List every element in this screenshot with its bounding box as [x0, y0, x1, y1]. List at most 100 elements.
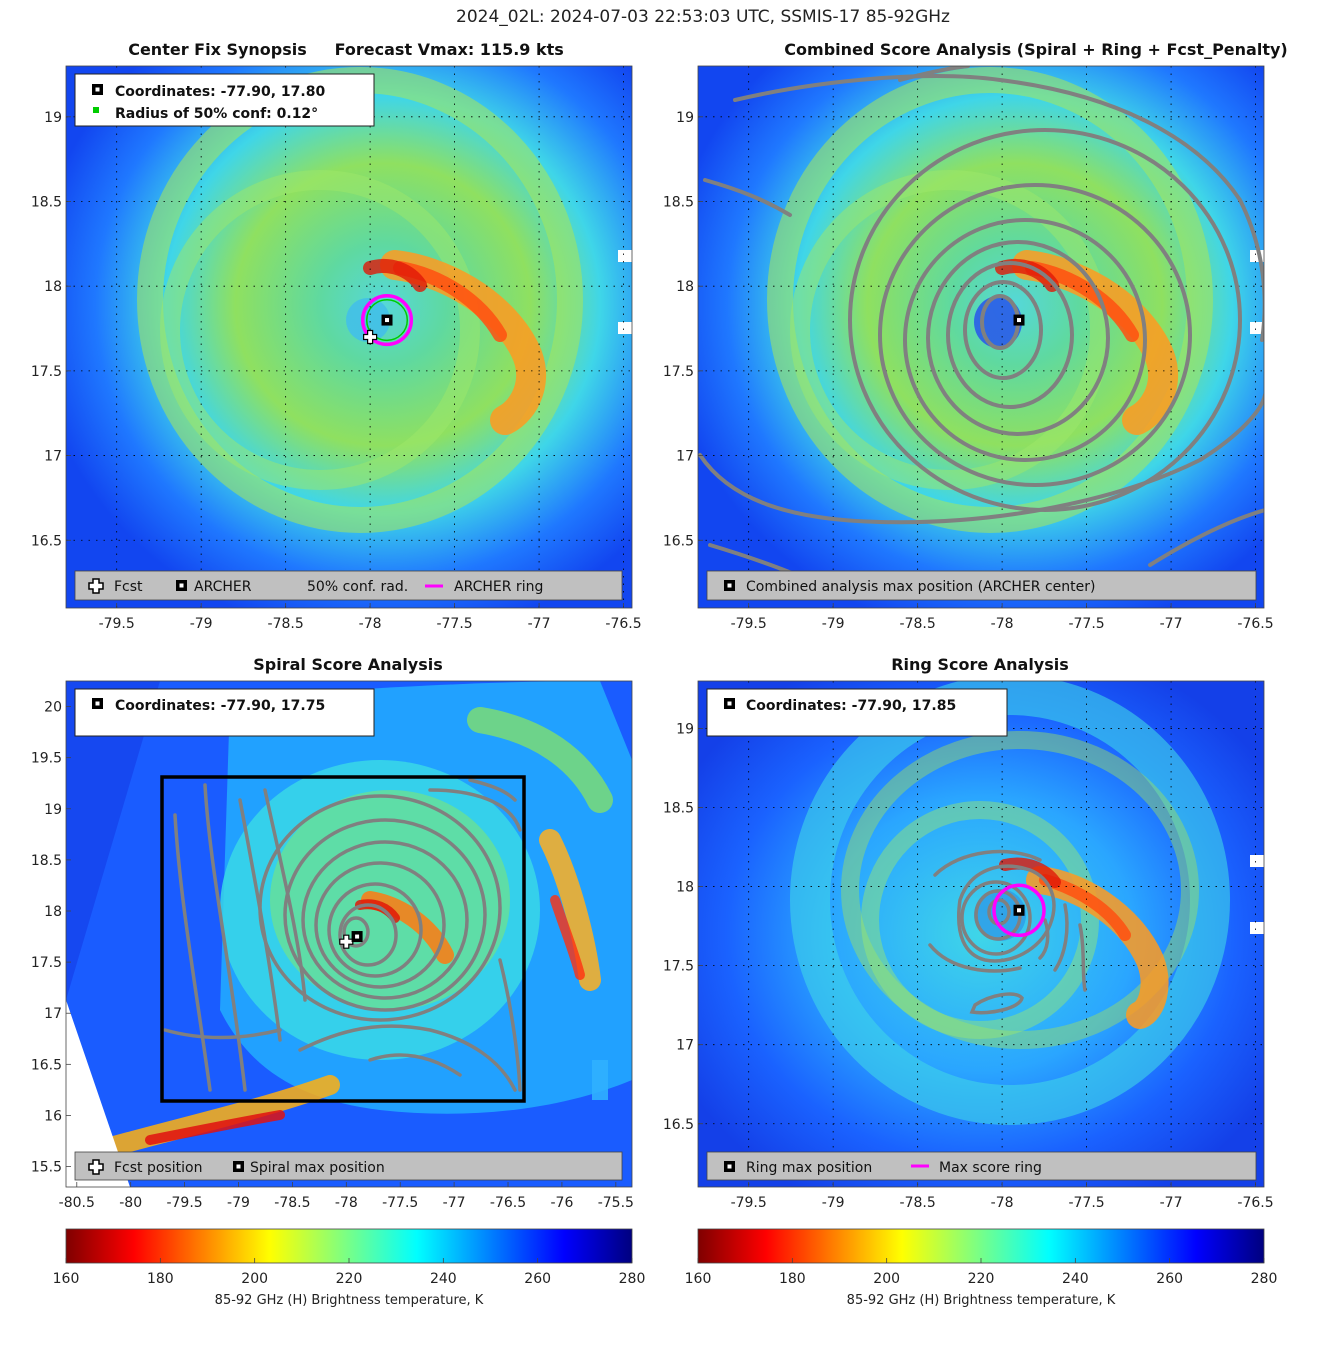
- max-score-ring: [992, 883, 1046, 938]
- colorbar-tick-label: 260: [1156, 1271, 1183, 1287]
- y-tick-label: 17.5: [31, 364, 62, 380]
- x-tick-label: -78: [991, 616, 1014, 632]
- y-tick-label: 20: [44, 700, 62, 716]
- y-tick-label: 16.5: [31, 533, 62, 549]
- axis-ticks: -79.5 -79 -78.5 -78 -77.5 -77 -76.5 16.5 17 17.5 1…: [663, 721, 1274, 1211]
- colorbar-tick-label: 280: [619, 1271, 646, 1287]
- contour: [173, 813, 212, 1092]
- panel-center-fix: Center Fix Synopsis Forecast Vmax: 115.9…: [31, 40, 642, 632]
- y-tick-label: 17.5: [663, 364, 694, 380]
- colorbar-tick-label: 260: [524, 1271, 551, 1287]
- y-tick-label: 16.5: [31, 1057, 62, 1073]
- colorbar: [697, 1228, 1265, 1264]
- conf-radius-icon: [93, 107, 99, 113]
- y-tick-label: 17.5: [31, 955, 62, 971]
- ring-score-contours: [928, 849, 1087, 1015]
- x-tick-label: -76.5: [1237, 1195, 1273, 1211]
- colorbar: [65, 1228, 633, 1264]
- analysis-box: [160, 775, 526, 1103]
- x-tick-label: -79: [822, 1195, 845, 1211]
- combined-score-contours: [698, 66, 1264, 592]
- colorbar-tick-label: 280: [1251, 1271, 1278, 1287]
- x-tick-label: -78: [991, 1195, 1014, 1211]
- center-marks: [339, 931, 363, 949]
- contour: [1148, 508, 1264, 567]
- x-tick-label: -79.5: [731, 1195, 767, 1211]
- y-tick-label: 19: [44, 802, 62, 818]
- y-tick-label: 17: [44, 449, 62, 465]
- x-tick-label: -79: [227, 1195, 250, 1211]
- y-tick-label: 17: [676, 449, 694, 465]
- x-tick-label: -77.5: [436, 616, 472, 632]
- colorbar-tick-label: 180: [147, 1271, 174, 1287]
- grid-lines: [698, 66, 1264, 608]
- x-tick-label: -79.5: [731, 616, 767, 632]
- x-tick-label: -77: [1160, 616, 1183, 632]
- center-marker-dot: [1017, 318, 1022, 323]
- x-tick-label: -78.5: [900, 1195, 936, 1211]
- contour: [301, 840, 469, 1000]
- contour: [163, 1028, 282, 1040]
- x-tick-label: -77.5: [1068, 1195, 1104, 1211]
- colorbar-tick-label: 160: [53, 1271, 80, 1287]
- legend-archer: ARCHER: [194, 579, 252, 595]
- center-marks: [992, 883, 1046, 938]
- colorbar-ticks: 160 180 200 220 240 260 280: [685, 1258, 1278, 1287]
- legend-fcst: Fcst: [114, 579, 143, 595]
- panel-title: Combined Score Analysis (Spiral + Ring +…: [784, 40, 1287, 59]
- contour: [1053, 903, 1069, 972]
- coordinates-text: Coordinates: -77.90, 17.80: [115, 84, 325, 100]
- contour: [928, 943, 1022, 973]
- contour: [338, 903, 398, 967]
- x-tick-label: -79: [190, 616, 213, 632]
- center-marker-dot: [355, 934, 360, 939]
- y-tick-label: 16.5: [663, 533, 694, 549]
- colorbar-ticks: 160 180 200 220 240 260 280: [53, 1258, 646, 1287]
- center-marker-dot: [385, 318, 390, 323]
- legend-archer-ring: ARCHER ring: [454, 579, 543, 595]
- brightness-image: [698, 66, 1264, 608]
- x-tick-label: -77: [528, 616, 551, 632]
- contour: [933, 849, 1042, 877]
- colorbar-label: 85-92 GHz (H) Brightness temperature, K: [215, 1293, 484, 1308]
- colorbar-tick-label: 220: [968, 1271, 995, 1287]
- y-tick-label: 16.5: [663, 1117, 694, 1133]
- y-tick-label: 19: [44, 110, 62, 126]
- contour: [963, 280, 1043, 380]
- x-tick-label: -78.5: [268, 616, 304, 632]
- contour: [238, 798, 282, 1042]
- legend: Combined analysis max position (ARCHER c…: [706, 570, 1257, 601]
- center-marker-dot: [1017, 908, 1022, 913]
- coordinates-text: Coordinates: -77.90, 17.75: [115, 698, 325, 714]
- y-tick-label: 17: [676, 1038, 694, 1054]
- colorbar-right: 160 180 200 220 240 260 280 85-92 GHz (H) Brig…: [685, 1228, 1278, 1308]
- contour: [903, 218, 1147, 462]
- legend-spiral-max: Spiral max position: [250, 1160, 385, 1176]
- x-tick-label: -78: [335, 1195, 358, 1211]
- y-tick-label: 19: [676, 110, 694, 126]
- x-tick-label: -79.5: [166, 1195, 202, 1211]
- contour: [298, 1024, 517, 1092]
- x-tick-label: -78: [359, 616, 382, 632]
- figure-title: 2024_02L: 2024-07-03 22:53:03 UTC, SSMIS…: [456, 7, 950, 27]
- contour: [368, 1053, 462, 1077]
- forecast-cross-icon: [88, 578, 104, 594]
- info-box: Coordinates: -77.90, 17.85: [706, 688, 1008, 737]
- contour: [342, 916, 370, 948]
- x-tick-label: -79.5: [99, 616, 135, 632]
- y-tick-label: 19: [676, 721, 694, 737]
- legend: Fcst position Spiral max position: [74, 1151, 623, 1181]
- contour: [898, 66, 970, 82]
- legend: Fcst ARCHER 50% conf. rad. ARCHER ring: [74, 570, 623, 601]
- contour: [263, 788, 307, 1002]
- forecast-cross-icon: [88, 1159, 104, 1175]
- brightness-image: [66, 681, 632, 1187]
- y-tick-label: 18: [44, 279, 62, 295]
- contour: [1038, 918, 1050, 960]
- contour: [926, 240, 1110, 436]
- panel-ring-score: Ring Score Analysis -79.5-: [663, 655, 1274, 1211]
- contour: [428, 788, 522, 832]
- panel-spiral-score: Spiral Score Analysis: [31, 655, 634, 1211]
- contour: [878, 183, 1192, 487]
- panel-title: Center Fix Synopsis Forecast Vmax: 115.9…: [128, 40, 564, 59]
